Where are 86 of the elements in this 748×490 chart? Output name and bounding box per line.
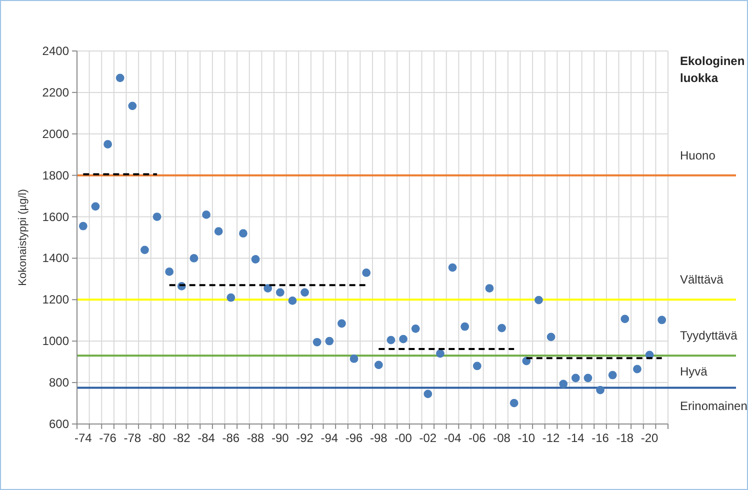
x-tick-label: -06 (468, 431, 486, 445)
point (362, 268, 371, 277)
point (620, 314, 630, 324)
x-tick-label: -88 (246, 431, 265, 445)
x-tick-label: -98 (370, 431, 388, 445)
x-tick-label: -00 (394, 431, 412, 445)
x-tick-label: -02 (419, 431, 437, 445)
x-tick-label: -10 (518, 431, 536, 445)
x-tick-label: -08 (493, 431, 511, 445)
text: Huono (680, 148, 716, 162)
x-tick-label: -82 (172, 431, 191, 445)
point (510, 398, 518, 408)
point (251, 255, 260, 264)
y-tick-label: 2000 (42, 126, 70, 141)
point (152, 212, 162, 221)
point (472, 362, 482, 370)
point (140, 246, 149, 254)
point (386, 336, 396, 344)
x-tick-label: -86 (222, 431, 240, 445)
point (312, 338, 322, 346)
x-tick-label: -76 (99, 431, 117, 445)
point (165, 267, 174, 276)
x-tick-label: -80 (148, 431, 166, 445)
x-tick-label: -96 (345, 431, 364, 445)
x-tick-label: -94 (320, 431, 338, 445)
point (264, 284, 272, 292)
point (325, 336, 334, 346)
x-tick-label: -16 (592, 431, 610, 445)
point (239, 229, 248, 238)
text: Välttävä (680, 272, 724, 287)
point (584, 374, 592, 382)
point (190, 254, 198, 262)
y-tick-label: 1800 (42, 168, 70, 182)
point (399, 334, 408, 344)
y-tick-label: 1400 (42, 251, 70, 266)
point (202, 210, 210, 219)
x-tick-label: -74 (74, 431, 92, 445)
point (424, 390, 432, 398)
point (338, 319, 346, 328)
y-tick-label: 600 (48, 417, 70, 431)
point (91, 202, 100, 211)
x-tick-label: -04 (444, 431, 462, 445)
y-tick-label: 1600 (42, 210, 70, 224)
point (460, 322, 470, 331)
x-tick-label: -84 (198, 431, 216, 445)
point (104, 140, 112, 148)
point (116, 74, 124, 82)
text: Hyvä (680, 364, 708, 379)
y-tick-label: 1000 (42, 334, 70, 348)
point (436, 349, 444, 358)
point (485, 284, 494, 292)
point (608, 370, 617, 380)
y-tick-label: 2200 (42, 85, 70, 100)
y-tick-label: 1200 (42, 292, 70, 307)
point (276, 288, 284, 297)
point (226, 293, 236, 302)
point (596, 386, 604, 394)
point (128, 102, 137, 110)
x-tick-label: -78 (124, 431, 142, 445)
y-tick-label: 800 (48, 376, 70, 390)
x-tick-label: -20 (640, 431, 659, 445)
point (448, 263, 457, 272)
point (214, 227, 223, 236)
x-tick-label: -14 (566, 431, 585, 445)
point (559, 380, 568, 388)
x-tick-label: -90 (271, 431, 290, 445)
x-tick-label: -12 (542, 431, 560, 445)
point (350, 354, 358, 363)
y-axis-title: Kokonaistyppi (µg/l) (17, 189, 29, 286)
text: Ekologinen luokka (680, 54, 745, 85)
point (534, 296, 543, 304)
point (633, 364, 642, 374)
point (498, 324, 506, 332)
text: Tyydyttävä (680, 328, 738, 343)
x-tick-label: -18 (616, 431, 634, 445)
x-tick-label: -92 (296, 431, 314, 445)
point (300, 288, 309, 297)
point (658, 316, 666, 324)
point (288, 296, 297, 305)
point (546, 332, 556, 342)
point (78, 222, 88, 230)
point (411, 324, 420, 333)
point (571, 374, 580, 382)
point (374, 360, 383, 370)
y-tick-label: 2400 (42, 44, 70, 58)
text: Erinomainen (680, 398, 748, 413)
